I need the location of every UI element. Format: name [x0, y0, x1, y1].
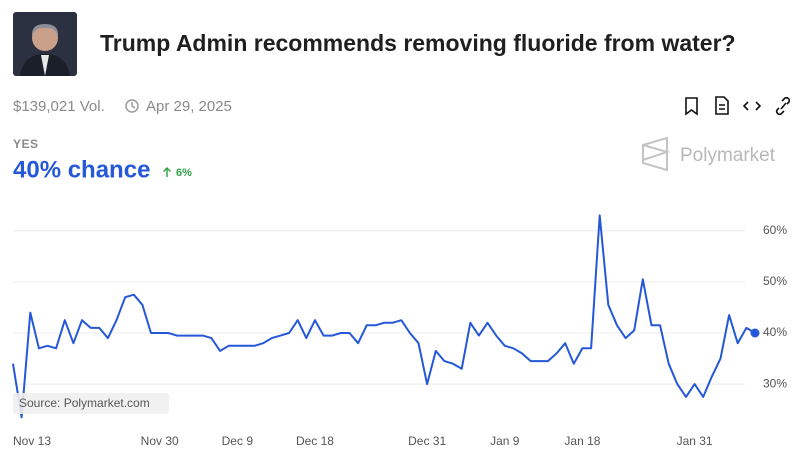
y-tick-label: 40% — [763, 325, 787, 339]
source-box — [13, 393, 169, 414]
x-tick-label: Nov 30 — [141, 434, 179, 448]
change: 6% — [176, 167, 192, 179]
embed-icon[interactable] — [742, 101, 762, 111]
current-point — [750, 328, 760, 338]
x-tick-label: Dec 18 — [296, 434, 334, 448]
y-tick-label: 60% — [763, 223, 787, 237]
source: Source: Polymarket.com — [19, 396, 150, 410]
title: Trump Admin recommends removing fluoride… — [100, 30, 736, 56]
toolbar — [685, 96, 791, 116]
y-tick-label: 30% — [763, 376, 787, 390]
x-tick-label: Dec 31 — [408, 434, 446, 448]
clock-icon — [125, 99, 139, 113]
link-icon[interactable] — [775, 96, 791, 116]
x-tick-label: Jan 18 — [564, 434, 600, 448]
up-arrow — [163, 167, 171, 177]
avatar — [13, 12, 77, 76]
series-line — [12, 214, 756, 419]
y-tick-label: 50% — [763, 274, 787, 288]
x-tick-label: Jan 9 — [490, 434, 520, 448]
plot: 30% 40% 50% 60% Nov 13 Nov 30 Dec 9 Dec 18 Dec 3… — [12, 214, 787, 448]
x-tick-label: Jan 31 — [677, 434, 713, 448]
volume: $139,021 Vol. — [13, 98, 105, 115]
outcome: YES — [13, 137, 39, 151]
brand: Polymarket — [680, 145, 776, 166]
doc-icon[interactable] — [715, 96, 729, 115]
end-date: Apr 29, 2025 — [146, 98, 232, 115]
chance: 40% chance — [13, 156, 150, 183]
bookmark-icon[interactable] — [685, 97, 698, 116]
x-tick-label: Dec 9 — [222, 434, 254, 448]
x-tick-label: Nov 13 — [13, 434, 51, 448]
brand-logo — [642, 136, 671, 172]
